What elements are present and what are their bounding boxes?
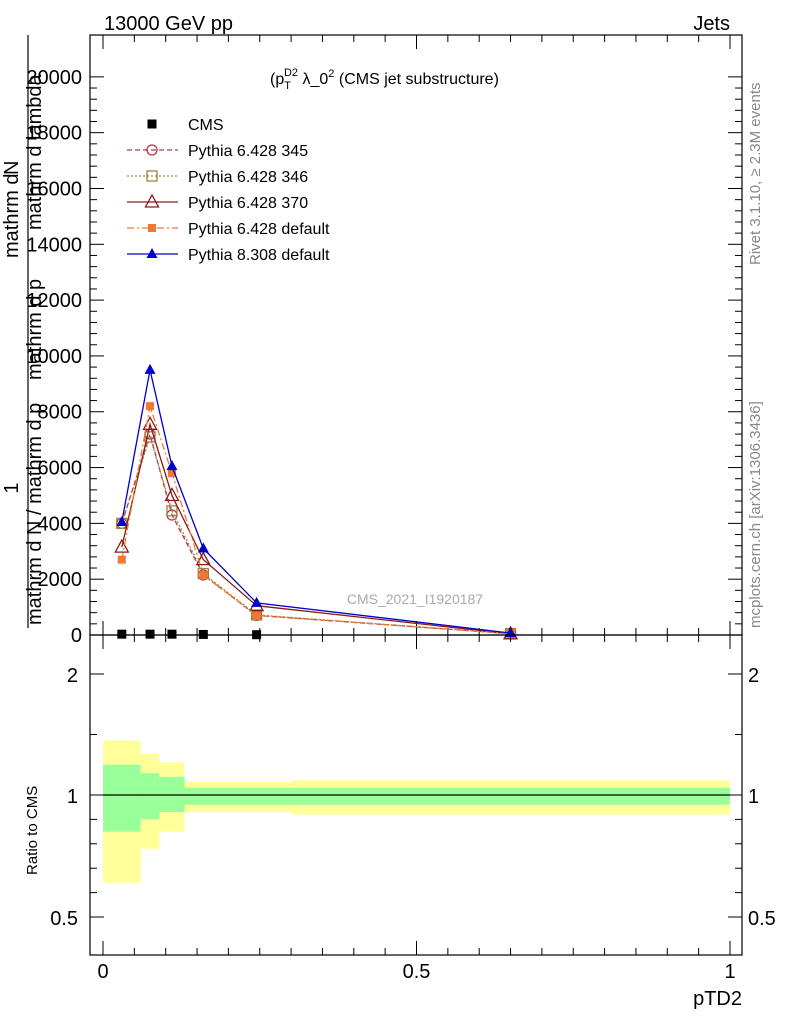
mcplots-label: mcplots.cern.ch [arXiv:1306.3436] bbox=[747, 401, 764, 628]
legend: CMS Pythia 6.428 345 Pythia 6.428 346 Pythi… bbox=[127, 117, 330, 264]
y-tick-label: 8000 bbox=[38, 402, 83, 424]
legend-marker bbox=[146, 170, 158, 182]
legend-entry: Pythia 6.428 346 bbox=[127, 169, 308, 186]
ratio-band-inner bbox=[103, 764, 141, 832]
data-point bbox=[117, 555, 126, 564]
data-point bbox=[144, 363, 156, 374]
data-point bbox=[145, 629, 155, 639]
legend-entry: Pythia 8.308 default bbox=[127, 247, 330, 264]
y-tick-label: 6000 bbox=[38, 458, 83, 480]
ratio-y-tick-label: 2 bbox=[67, 665, 78, 687]
ratio-plot-area: 0.5 0.5 1 1 2 2 0 0.5 1 bbox=[50, 634, 776, 983]
legend-label: Pythia 6.428 345 bbox=[188, 143, 308, 160]
rivet-label: Rivet 3.1.10, ≥ 2.3M events bbox=[747, 83, 764, 266]
legend-label: Pythia 6.428 346 bbox=[188, 169, 308, 186]
series-1 bbox=[116, 428, 517, 640]
svg-text:mathrm d p: mathrm d p bbox=[24, 279, 46, 380]
y-tick-label: 20000 bbox=[26, 67, 82, 89]
legend-label: Pythia 6.428 default bbox=[188, 221, 330, 238]
data-point bbox=[164, 487, 180, 502]
ratio-y-tick-label-right: 2 bbox=[748, 665, 759, 687]
data-point bbox=[195, 551, 211, 566]
y-tick-label: 16000 bbox=[26, 178, 82, 200]
svg-text:mathrm d: mathrm d bbox=[1, 174, 23, 258]
svg-text:1: 1 bbox=[1, 482, 23, 493]
legend-label: CMS bbox=[188, 117, 224, 134]
x-tick-label: 1 bbox=[724, 961, 735, 983]
y-tick-label: 18000 bbox=[26, 123, 82, 145]
series-2 bbox=[116, 431, 517, 640]
data-point bbox=[251, 596, 263, 607]
series-line bbox=[121, 405, 511, 635]
y-tick-label: 14000 bbox=[26, 234, 82, 256]
data-point bbox=[116, 515, 128, 526]
legend-label: Pythia 8.308 default bbox=[188, 247, 330, 264]
y-tick-label: 2000 bbox=[38, 569, 83, 591]
ratio-band-inner bbox=[291, 787, 730, 805]
data-point bbox=[114, 538, 130, 553]
svg-text:N: N bbox=[1, 161, 23, 175]
series-line bbox=[121, 421, 511, 635]
data-point bbox=[197, 542, 209, 553]
y-tick-label: 4000 bbox=[38, 513, 83, 535]
legend-marker bbox=[146, 144, 158, 156]
legend-marker bbox=[144, 193, 160, 208]
data-point bbox=[167, 469, 176, 478]
series-line bbox=[121, 369, 511, 634]
data-point bbox=[146, 402, 155, 411]
x-axis-label: pTD2 bbox=[693, 988, 742, 1010]
x-tick-label: 0.5 bbox=[403, 961, 431, 983]
data-point bbox=[166, 460, 178, 471]
legend-entry: CMS bbox=[147, 117, 224, 134]
main-title: (pTD2 λ_02 (CMS jet substructure) bbox=[270, 67, 499, 92]
ratio-y-tick-label: 0.5 bbox=[50, 908, 78, 930]
data-point bbox=[250, 609, 263, 621]
legend-marker bbox=[148, 224, 156, 232]
main-plot-area: 0 2000 4000 6000 8000 10000 12000 14000 16000 180… bbox=[26, 34, 743, 647]
svg-text:mathrm d lambda: mathrm d lambda bbox=[24, 74, 46, 230]
data-point bbox=[199, 571, 208, 579]
data-point bbox=[117, 629, 127, 639]
data-point bbox=[167, 629, 177, 639]
ratio-band-inner bbox=[184, 787, 292, 805]
y-tick-label: 12000 bbox=[26, 290, 82, 312]
y-tick-label: 0 bbox=[71, 625, 82, 647]
y-tick-label: 10000 bbox=[26, 346, 82, 368]
header-right: Jets bbox=[693, 13, 730, 35]
ratio-y-tick-label: 1 bbox=[67, 786, 78, 808]
legend-marker bbox=[146, 248, 158, 258]
ratio-y-label: Ratio to CMS bbox=[24, 786, 41, 875]
ratio-y-tick-label-right: 1 bbox=[748, 786, 759, 808]
x-tick-label: 0 bbox=[97, 961, 108, 983]
legend-entry: Pythia 6.428 default bbox=[127, 221, 330, 238]
svg-text:mathrm d N / mathrm d p: mathrm d N / mathrm d p bbox=[24, 403, 46, 625]
legend-label: Pythia 6.428 370 bbox=[188, 195, 308, 212]
legend-marker bbox=[147, 119, 157, 129]
series-line bbox=[121, 434, 511, 635]
watermark: CMS_2021_I1920187 bbox=[347, 591, 483, 607]
header-left: 13000 GeV pp bbox=[104, 13, 233, 35]
legend-entry: Pythia 6.428 370 bbox=[127, 193, 308, 212]
ratio-band-inner bbox=[140, 773, 160, 820]
data-point bbox=[166, 505, 178, 517]
data-point bbox=[252, 611, 261, 620]
legend-entry: Pythia 6.428 345 bbox=[127, 143, 308, 160]
y-axis-label: 1 mathrm d N / mathrm d p mathrm d N mat… bbox=[1, 74, 46, 625]
ratio-y-tick-label-right: 0.5 bbox=[748, 908, 776, 930]
